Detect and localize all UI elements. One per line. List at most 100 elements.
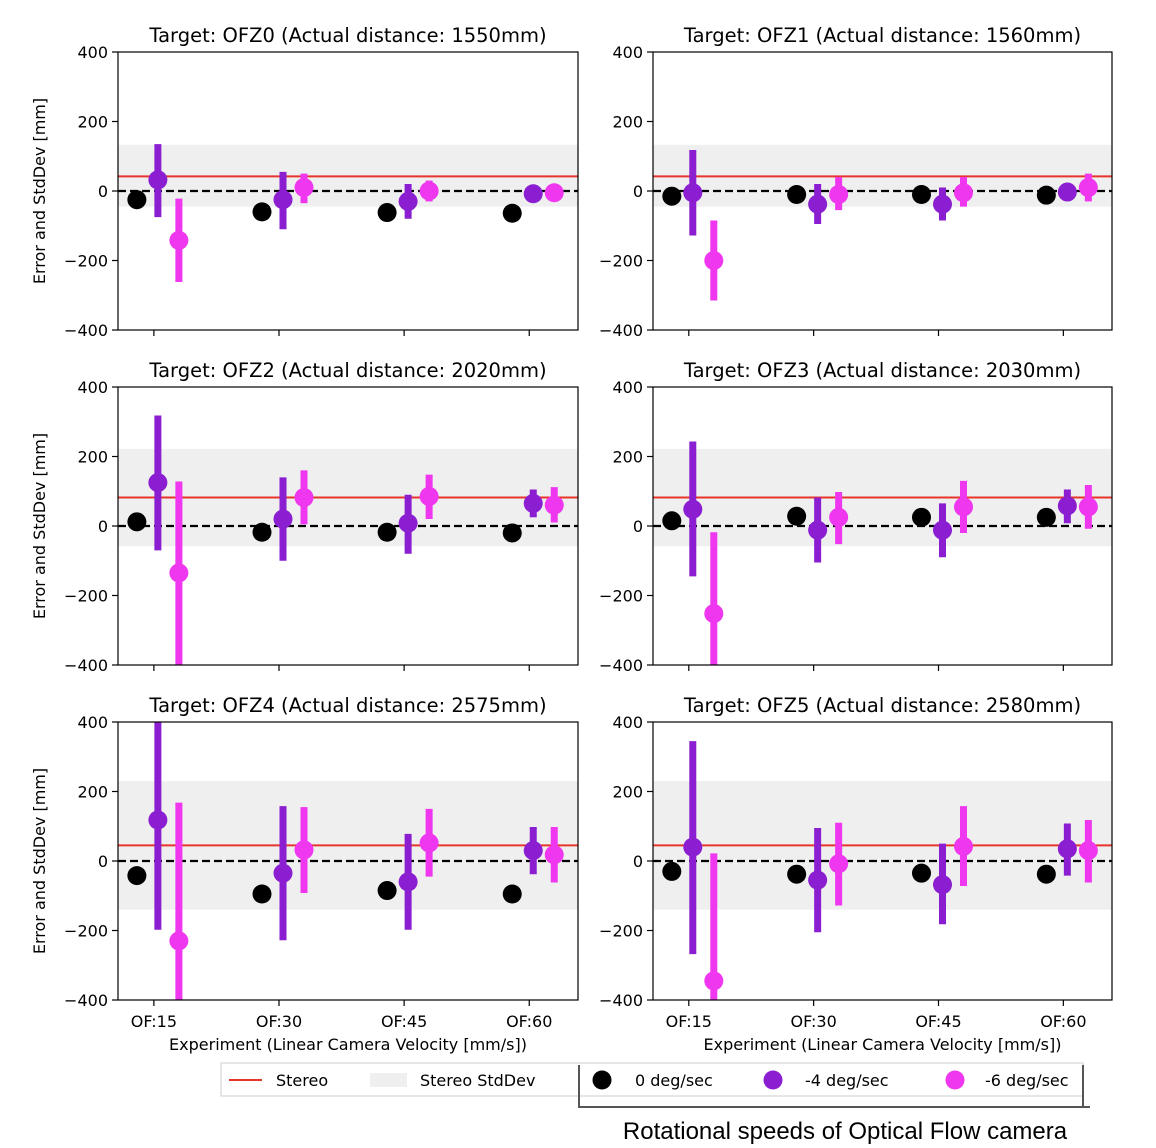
data-point: [502, 203, 522, 223]
plot-area: [118, 144, 578, 283]
y-axis-label: Error and StdDev [mm]: [30, 98, 49, 284]
series-1: [148, 722, 543, 941]
data-point: [377, 522, 397, 542]
data-point: [911, 184, 931, 204]
x-tick-label: OF:45: [381, 1012, 427, 1031]
data-point: [252, 202, 272, 222]
y-tick-label: 400: [612, 713, 643, 732]
annotation-text: Rotational speeds of Optical Flow camera: [623, 1118, 1068, 1145]
data-point: [294, 840, 314, 860]
series-2: [169, 470, 564, 665]
series-2: [169, 173, 564, 283]
data-point: [377, 203, 397, 223]
legend-marker-swatch: [945, 1070, 965, 1090]
data-point: [787, 506, 807, 526]
y-tick-label: −200: [599, 922, 643, 941]
subplot-2: 400 200 0 −200 −400 Target: OFZ2 (Actual dist…: [30, 359, 579, 675]
data-point: [1036, 185, 1056, 205]
series-1: [683, 741, 1077, 955]
data-point: [704, 604, 724, 624]
series-2: [704, 806, 1098, 1000]
legend: Stereo Stereo StdDev 0 deg/sec -4 deg/sec -6…: [220, 1062, 1084, 1097]
legend-item-3: -4 deg/sec: [763, 1070, 889, 1090]
plot-area: [653, 741, 1112, 1000]
data-point: [808, 520, 828, 540]
series-1: [683, 149, 1077, 236]
data-point: [911, 863, 931, 883]
y-tick-label: 200: [612, 448, 643, 467]
y-tick-label: 400: [612, 378, 643, 397]
y-axis-label: Error and StdDev [mm]: [30, 768, 49, 954]
subplot-grid: 400 200 0 −200 −400 Target: OFZ0 (Actual dist…: [30, 24, 1113, 1054]
plot-area: [118, 722, 578, 1000]
data-point: [932, 194, 952, 214]
series-2: [169, 802, 564, 1000]
y-tick-label: −400: [64, 656, 108, 675]
legend-label: Stereo StdDev: [420, 1071, 535, 1090]
data-point: [1078, 841, 1098, 861]
data-point: [787, 864, 807, 884]
x-tick-label: OF:30: [790, 1012, 836, 1031]
legend-items: Stereo Stereo StdDev 0 deg/sec -4 deg/sec -6…: [229, 1070, 1069, 1090]
y-tick-label: 400: [77, 378, 108, 397]
series-1: [148, 415, 543, 561]
y-tick-label: 200: [612, 783, 643, 802]
data-point: [523, 493, 543, 513]
x-tick-label: OF:15: [131, 1012, 177, 1031]
subplot-5: 400 200 0 −200 −400 OF:15 OF:30 OF:45 OF:60 Targe…: [599, 694, 1113, 1054]
plot-area: [653, 144, 1112, 301]
data-point: [544, 183, 564, 203]
data-point: [544, 495, 564, 515]
subplot-title: Target: OFZ0 (Actual distance: 1550mm): [148, 24, 546, 47]
legend-label: Stereo: [276, 1071, 328, 1090]
legend-item-0: Stereo: [229, 1071, 328, 1090]
series-0: [662, 861, 1056, 884]
y-tick-label: 0: [98, 182, 108, 201]
legend-item-2: 0 deg/sec: [592, 1070, 713, 1090]
data-point: [662, 511, 682, 531]
subplot-title: Target: OFZ5 (Actual distance: 2580mm): [683, 694, 1081, 717]
data-point: [419, 181, 439, 201]
y-tick-label: 0: [633, 517, 643, 536]
y-tick-label: 200: [612, 113, 643, 132]
y-tick-label: 200: [77, 783, 108, 802]
data-point: [662, 186, 682, 206]
legend-frame: [220, 1062, 1084, 1097]
data-point: [544, 845, 564, 865]
x-axis-label: Experiment (Linear Camera Velocity [mm/s…: [704, 1035, 1062, 1054]
subplot-1: 400 200 0 −200 −400 Target: OFZ1 (Actual dist…: [599, 24, 1113, 340]
series-0: [662, 184, 1056, 206]
y-tick-label: −200: [599, 252, 643, 271]
legend-item-4: -6 deg/sec: [945, 1070, 1069, 1090]
data-point: [419, 486, 439, 506]
data-point: [953, 497, 973, 517]
x-axis-label: Experiment (Linear Camera Velocity [mm/s…: [169, 1035, 527, 1054]
legend-label: 0 deg/sec: [635, 1071, 713, 1090]
y-tick-label: −200: [64, 252, 108, 271]
y-tick-label: −400: [599, 991, 643, 1010]
data-point: [1057, 839, 1077, 859]
data-point: [148, 473, 168, 493]
series-0: [127, 512, 522, 543]
data-point: [252, 884, 272, 904]
legend-label: -4 deg/sec: [805, 1071, 889, 1090]
legend-band-swatch: [370, 1073, 407, 1087]
y-tick-label: 0: [633, 852, 643, 871]
y-tick-label: −200: [599, 587, 643, 606]
x-tick-label: OF:60: [506, 1012, 552, 1031]
y-tick-label: 0: [633, 182, 643, 201]
data-point: [932, 875, 952, 895]
series-0: [127, 866, 522, 904]
subplot-title: Target: OFZ4 (Actual distance: 2575mm): [148, 694, 546, 717]
data-point: [398, 872, 418, 892]
y-tick-label: −400: [64, 991, 108, 1010]
y-tick-label: −200: [64, 922, 108, 941]
data-point: [398, 191, 418, 211]
data-point: [273, 863, 293, 883]
y-tick-label: −400: [599, 656, 643, 675]
data-point: [127, 190, 147, 210]
series-2: [704, 480, 1098, 665]
y-tick-label: 200: [77, 113, 108, 132]
y-tick-label: −400: [64, 321, 108, 340]
y-tick-label: −200: [64, 587, 108, 606]
